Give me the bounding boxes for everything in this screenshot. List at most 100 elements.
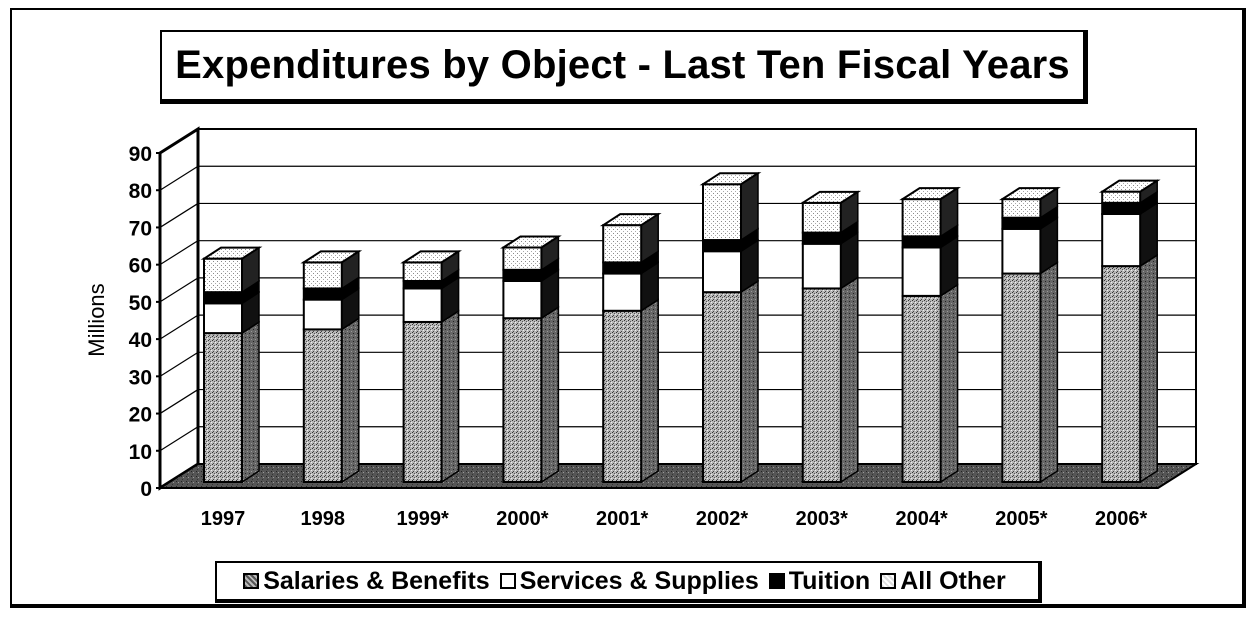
y-tick-label: 50 [129,292,152,315]
x-tick-label: 2006* [1095,508,1147,530]
bar-side-1 [540,305,560,484]
bar-segment-4 [402,261,443,282]
bar-segment-3 [801,231,842,245]
legend-label-services: Services & Supplies [519,566,759,595]
gridline-side [159,128,199,154]
legend-swatch-other [880,573,897,589]
bar-segment-4 [702,183,742,242]
legend-label-salaries: Salaries & Benefits [263,566,490,595]
gridline-side [159,165,199,191]
x-tick-label: 2003* [796,508,848,530]
bar-segment-1 [702,291,742,483]
bar-segment-2 [602,272,643,312]
bar-side-1 [440,309,460,484]
x-tick-label: 2001* [596,508,648,530]
x-tick-label: 1999* [396,508,448,530]
bar-segment-3 [502,268,543,283]
legend-label-other: All Other [900,566,1006,595]
bar-segment-4 [1101,190,1142,204]
x-tick-label: 2004* [895,508,947,530]
gridline-side [159,426,199,452]
bar-top [599,213,662,227]
bar-segment-2 [1001,227,1042,275]
bar-segment-4 [203,257,243,294]
y-tick-label: 0 [140,478,152,501]
bar-segment-2 [901,246,942,297]
bar-segment-1 [502,317,543,483]
bar-segment-1 [302,328,343,483]
bar-segment-3 [901,235,942,249]
bar-top [300,250,363,264]
y-tick-label: 10 [129,441,152,464]
bar-side-1 [1139,253,1158,484]
legend-swatch-tuition [768,573,785,589]
bar-side-1 [939,283,959,484]
gridline-side [159,389,199,415]
y-tick-label: 60 [129,255,152,278]
bar-segment-4 [602,224,643,264]
bar-side-1 [640,298,659,484]
x-tick-label: 2002* [696,508,748,530]
bar-segment-3 [1101,201,1142,215]
bar-side-1 [241,320,260,484]
gridline-side [159,277,199,303]
gridline-side [159,240,199,266]
y-tick-label: 90 [129,143,152,166]
bar-top [899,187,961,201]
bar-segment-1 [402,320,443,484]
bar-top [400,250,462,264]
bar-side-1 [341,317,360,484]
y-tick-label: 70 [129,217,152,240]
chart-frame [10,8,1246,608]
bar-segment-2 [502,280,543,320]
bar-segment-1 [901,294,942,483]
bar-segment-4 [1001,198,1042,219]
gridline-side [159,314,199,340]
bar-segment-1 [1101,265,1142,483]
chart-title-box: Expenditures by Object - Last Ten Fiscal… [160,30,1088,104]
x-tick-label: 1997 [201,508,246,530]
bar-side-1 [840,276,859,484]
x-tick-label: 2005* [995,508,1047,530]
bar-segment-3 [203,291,243,305]
bar-side-1 [740,279,759,484]
y-tick-label: 20 [129,404,152,427]
bar-top [500,235,562,249]
legend-item-salaries: Salaries & Benefits [243,567,490,596]
bar-segment-2 [702,250,742,294]
y-axis-label: Millions [84,283,109,356]
bar-side-1 [1039,261,1059,484]
legend-swatch-services [499,573,516,589]
bar-segment-4 [302,261,343,290]
bar-top [699,172,762,186]
bar-segment-1 [203,332,243,483]
bar-segment-2 [402,287,443,323]
legend-label-tuition: Tuition [788,566,871,595]
bar-top [999,187,1061,201]
bar-segment-2 [203,302,243,335]
bar-segment-1 [602,309,643,483]
gridline-side [159,202,199,228]
bar-segment-2 [302,298,343,331]
bar-segment-3 [1001,216,1042,230]
bar-segment-1 [801,287,842,484]
chart-title: Expenditures by Object - Last Ten Fiscal… [175,43,1070,87]
bar-top [200,246,263,260]
legend-swatch-salaries [243,573,260,589]
x-tick-label: 2000* [496,508,548,530]
bar-segment-3 [402,280,443,290]
bar-segment-2 [801,242,842,290]
side-wall [158,126,200,491]
bar-top [799,190,862,204]
legend-item-tuition: Tuition [768,566,871,596]
bar-segment-3 [302,287,343,301]
gridline-side [159,351,199,377]
chart-legend: Salaries & Benefits Services & Supplies … [215,561,1042,603]
bar-segment-2 [1101,213,1142,268]
bar-segment-1 [1001,272,1042,483]
y-tick-label: 40 [129,329,152,352]
y-tick-label: 80 [129,180,152,203]
legend-item-services: Services & Supplies [499,566,759,596]
bar-segment-4 [502,246,543,271]
bar-segment-4 [801,201,842,234]
